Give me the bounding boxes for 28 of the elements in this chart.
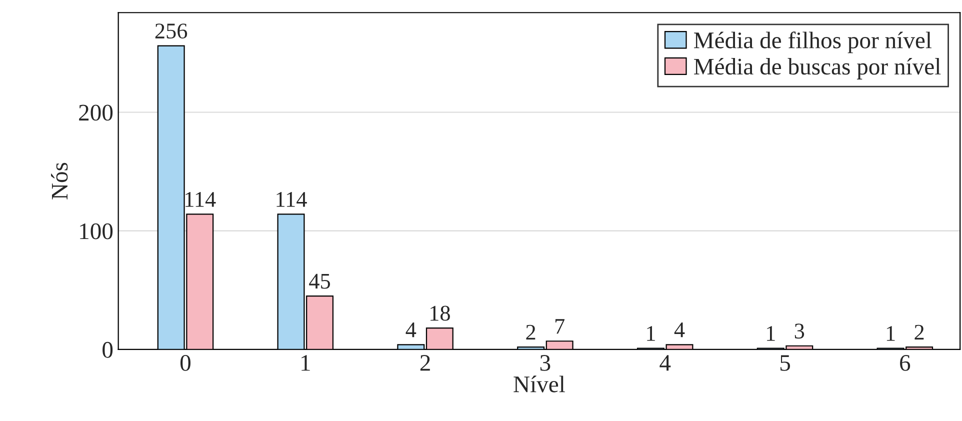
data-label: 1 bbox=[647, 326, 655, 341]
x-tick-label: 0 bbox=[180, 354, 190, 371]
data-label: 18 bbox=[430, 306, 450, 321]
data-label: 114 bbox=[276, 192, 307, 207]
x-tick-label: 4 bbox=[660, 355, 671, 371]
y-axis-title: Nós bbox=[51, 162, 68, 200]
x-tick-label: 5 bbox=[780, 355, 790, 371]
y-tick-label: 100 bbox=[80, 223, 113, 240]
data-label: 2 bbox=[526, 324, 536, 340]
data-label: 4 bbox=[406, 322, 416, 338]
data-label: 3 bbox=[794, 324, 804, 339]
data-label: 7 bbox=[555, 319, 564, 334]
data-label: 256 bbox=[155, 24, 188, 39]
data-label: 45 bbox=[309, 274, 330, 289]
x-tick-label: 3 bbox=[540, 355, 550, 371]
x-tick-label: 6 bbox=[900, 355, 910, 371]
x-tick-label: 1 bbox=[302, 355, 310, 371]
legend-label: Média de filhos por nível bbox=[694, 32, 932, 54]
data-label: 1 bbox=[767, 326, 775, 341]
y-tick-label: 0 bbox=[102, 342, 113, 358]
data-label: 1 bbox=[886, 326, 895, 341]
data-label: 2 bbox=[914, 324, 924, 340]
data-label: 4 bbox=[674, 322, 685, 338]
legend-label: Média de buscas por nível bbox=[694, 58, 941, 80]
x-tick-label: 2 bbox=[420, 355, 430, 371]
y-tick-label: 200 bbox=[79, 104, 113, 121]
x-axis-title: Nível bbox=[514, 376, 565, 392]
data-label: 114 bbox=[186, 192, 216, 207]
